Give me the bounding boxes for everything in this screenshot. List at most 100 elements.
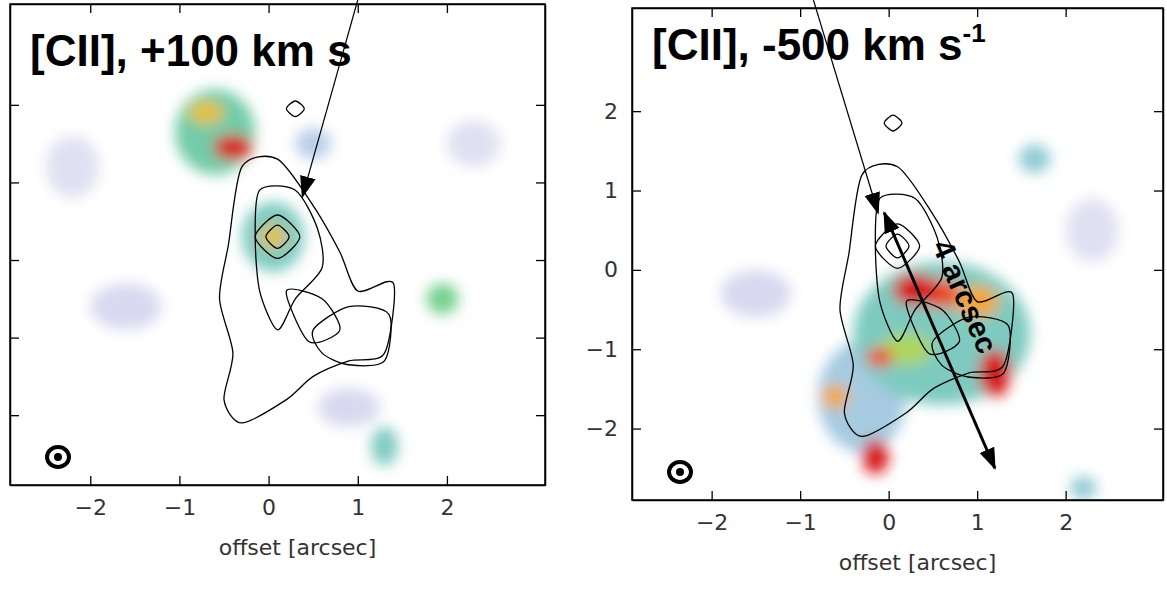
- axis: −2 −1 0 1 2: [11, 476, 546, 520]
- tick: [10, 105, 19, 106]
- beam: [669, 462, 691, 482]
- tick-mark: [1154, 349, 1163, 350]
- contour: [312, 306, 391, 366]
- axis: [11, 4, 546, 13]
- contour: [840, 164, 1014, 437]
- emission-blob: [175, 89, 255, 174]
- tick-mark: [712, 491, 713, 500]
- tick-mark: [90, 4, 91, 13]
- tick-mark: [800, 8, 801, 17]
- tick: [179, 4, 180, 13]
- tick: [536, 105, 545, 106]
- tick: [1154, 349, 1163, 350]
- tick-mark: [90, 476, 91, 485]
- tick: 2: [440, 476, 454, 520]
- tick: [536, 260, 545, 261]
- tick: [536, 415, 545, 416]
- tick: [1154, 270, 1163, 271]
- axis-title: offset [arcsec]: [839, 550, 997, 575]
- tick-label: −2: [586, 416, 618, 441]
- tick-mark: [447, 4, 448, 13]
- tick-mark: [179, 4, 180, 13]
- pointer-arrow: [813, 0, 878, 213]
- frame: [10, 4, 545, 485]
- tick-mark: [632, 349, 641, 350]
- tick: 1: [971, 491, 985, 535]
- tick: [1154, 111, 1163, 112]
- tick-label: −1: [164, 495, 196, 520]
- tick: [10, 415, 19, 416]
- contour: [255, 186, 323, 330]
- emission-blob: [46, 136, 100, 198]
- tick-mark: [10, 415, 19, 416]
- contour: [220, 156, 395, 423]
- tick: 1: [604, 178, 641, 203]
- tick: −2: [75, 476, 107, 520]
- axis: −2 −1 0 1 2: [586, 9, 641, 501]
- contour: [255, 215, 300, 258]
- tick-mark: [536, 415, 545, 416]
- tick-label: 2: [1059, 510, 1073, 535]
- tick-mark: [179, 476, 180, 485]
- tick-label: 1: [971, 510, 985, 535]
- tick: 2: [604, 99, 641, 124]
- tick: [712, 8, 713, 17]
- tick-mark: [536, 260, 545, 261]
- tick-label: 1: [351, 495, 365, 520]
- tick-label: 0: [262, 495, 276, 520]
- axis: [1154, 9, 1164, 501]
- tick-label: 2: [604, 99, 618, 124]
- tick-mark: [268, 4, 269, 13]
- plot-area: [46, 89, 501, 465]
- tick-label: 2: [440, 495, 454, 520]
- emission-blob: [371, 427, 398, 466]
- tick-mark: [447, 476, 448, 485]
- tick: [977, 8, 978, 17]
- emission-blob: [213, 135, 252, 160]
- tick-mark: [536, 337, 545, 338]
- axis-line: [10, 5, 12, 486]
- tick: −1: [784, 491, 816, 535]
- title-text: [CII], +100 km s: [30, 26, 352, 75]
- contour: [286, 289, 340, 343]
- emission-map: [46, 89, 501, 465]
- tick-mark: [977, 8, 978, 17]
- tick-mark: [632, 111, 641, 112]
- beam: [47, 447, 69, 467]
- beam: [54, 453, 62, 461]
- tick-mark: [712, 8, 713, 17]
- tick-mark: [632, 190, 641, 191]
- tick-mark: [889, 491, 890, 500]
- tick-mark: [632, 270, 641, 271]
- tick-mark: [1154, 111, 1163, 112]
- tick: 1: [351, 476, 365, 520]
- tick-label: 1: [604, 178, 618, 203]
- tick: [536, 338, 545, 339]
- panel: −2−1012offset [arcsec][CII], +100 km s: [10, 0, 546, 560]
- axis: [536, 5, 546, 486]
- contour: [266, 225, 289, 248]
- beam: [676, 468, 684, 476]
- emission-blob: [1066, 198, 1119, 261]
- tick-mark: [358, 4, 359, 13]
- tick: [10, 338, 19, 339]
- annotation: 4 arcsec: [926, 235, 1004, 358]
- title: [CII], -500 km s-1: [652, 18, 986, 69]
- tick: [1154, 191, 1163, 192]
- tick-mark: [800, 491, 801, 500]
- emission-blob: [318, 388, 380, 427]
- pointer-arrow: [302, 0, 357, 196]
- tick: −2: [586, 416, 641, 441]
- emission-blob: [242, 202, 304, 272]
- axis-line: [1163, 9, 1165, 501]
- emission-blob: [90, 283, 161, 330]
- emission-blob: [447, 120, 501, 167]
- tick-mark: [10, 260, 19, 261]
- axis-line: [632, 9, 634, 501]
- tick: −1: [164, 476, 196, 520]
- frame: [632, 8, 1163, 500]
- tick-label: −2: [696, 510, 728, 535]
- tick: −1: [586, 337, 641, 362]
- tick-mark: [358, 476, 359, 485]
- tick-label: 0: [604, 257, 618, 282]
